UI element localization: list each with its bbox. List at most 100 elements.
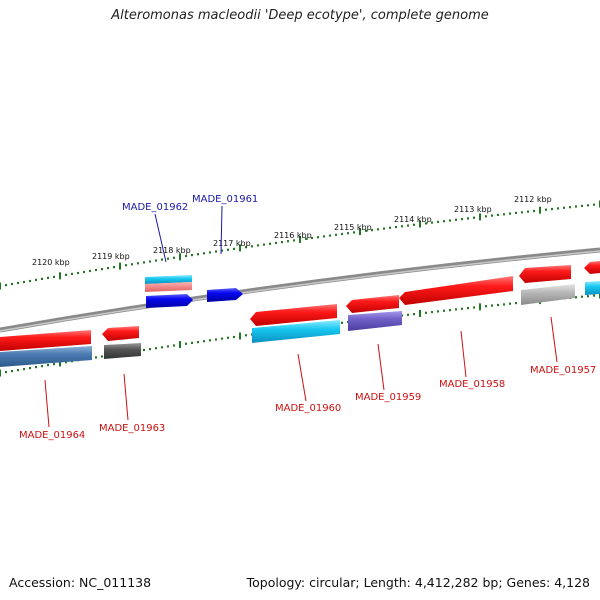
leader-made-01963 [123, 373, 129, 421]
minor-tick [149, 260, 151, 263]
minor-tick [413, 223, 415, 226]
minor-tick [515, 211, 517, 214]
minor-tick [143, 348, 145, 352]
minor-tick [503, 213, 505, 216]
gene-made-01960[interactable] [252, 320, 340, 343]
gene-edge-right-red[interactable] [584, 261, 600, 274]
minor-tick [263, 243, 265, 246]
minor-tick [23, 368, 25, 371]
minor-tick [443, 309, 445, 312]
label-made-01964[interactable]: MADE_01964 [19, 430, 85, 441]
gene-made-01958[interactable] [399, 276, 513, 305]
minor-tick [167, 345, 169, 348]
minor-tick [335, 233, 337, 236]
minor-tick [53, 275, 55, 278]
major-tick [419, 309, 421, 317]
minor-tick [173, 256, 175, 259]
minor-tick [551, 207, 553, 211]
minor-tick [197, 253, 199, 256]
minor-tick [455, 218, 457, 221]
gene-made-01964-red[interactable] [0, 330, 91, 351]
minor-tick [437, 220, 439, 223]
minor-tick [23, 280, 25, 284]
major-tick [419, 220, 421, 228]
label-made-01962[interactable]: MADE_01962 [122, 202, 188, 213]
leader-made-01959 [377, 343, 385, 391]
minor-tick [449, 219, 451, 222]
gene-made-01959[interactable] [348, 311, 402, 331]
minor-tick [383, 227, 385, 230]
minor-tick [17, 369, 19, 372]
minor-tick [581, 295, 583, 298]
label-made-01958[interactable]: MADE_01958 [439, 379, 505, 390]
minor-tick [125, 264, 127, 267]
minor-tick [545, 208, 547, 211]
minor-tick [113, 266, 115, 269]
minor-tick [371, 229, 373, 232]
minor-tick [443, 220, 445, 223]
gene-made-01961[interactable] [207, 288, 243, 302]
scale-label-2114: 2114 kbp [394, 215, 432, 224]
leader-made-01957 [550, 316, 558, 363]
minor-tick [389, 226, 391, 229]
leader-made-01958 [460, 330, 467, 378]
minor-tick [41, 277, 43, 280]
minor-tick [311, 236, 313, 240]
label-made-01960[interactable]: MADE_01960 [275, 403, 341, 414]
minor-tick [581, 204, 583, 207]
leader-made-01960 [297, 353, 307, 402]
minor-tick [185, 254, 187, 258]
minor-tick [473, 306, 475, 309]
minor-tick [245, 246, 247, 249]
major-tick [299, 236, 301, 243]
gene-made-01959-red[interactable] [346, 295, 399, 313]
gene-made-01957[interactable] [521, 284, 575, 305]
minor-tick [203, 340, 205, 343]
label-made-01957[interactable]: MADE_01957 [530, 365, 596, 376]
gene-made-01964[interactable] [0, 346, 92, 367]
major-tick [119, 262, 121, 270]
minor-tick [227, 336, 229, 339]
minor-tick [17, 281, 19, 285]
label-made-01959[interactable]: MADE_01959 [355, 392, 421, 403]
accession-label: Accession: NC_011138 [9, 575, 152, 590]
major-tick [59, 359, 61, 367]
major-tick [479, 213, 481, 221]
label-made-01961[interactable]: MADE_01961 [192, 194, 258, 205]
minor-tick [47, 276, 49, 279]
label-made-01963[interactable]: MADE_01963 [99, 423, 165, 434]
minor-tick [83, 270, 85, 274]
minor-tick [65, 273, 67, 276]
minor-tick [425, 311, 427, 314]
gene-made-01963[interactable] [104, 343, 141, 359]
minor-tick [461, 307, 463, 310]
minor-tick [341, 232, 343, 236]
gene-made-01960-red[interactable] [250, 304, 337, 326]
minor-tick [515, 302, 517, 305]
minor-tick [341, 321, 343, 324]
minor-tick [29, 367, 31, 370]
minor-tick [173, 344, 175, 347]
gene-made-01963-red[interactable] [102, 326, 139, 341]
minor-tick [593, 294, 595, 297]
minor-tick [353, 231, 355, 234]
minor-tick [575, 205, 577, 208]
scale-label-2115: 2115 kbp [334, 223, 372, 232]
minor-tick [155, 259, 157, 262]
minor-tick [287, 240, 289, 243]
gene-made-01957-upper[interactable] [519, 265, 571, 283]
minor-tick [365, 229, 367, 232]
gene-edge-right-cyan[interactable] [585, 281, 600, 295]
minor-tick [377, 228, 379, 231]
minor-tick [149, 348, 151, 351]
minor-tick [455, 308, 457, 311]
major-tick [479, 303, 481, 311]
outer-scale-ruler [0, 200, 600, 290]
gene-made-01962-cyan[interactable] [145, 275, 192, 292]
minor-tick [185, 342, 187, 345]
major-tick [179, 253, 181, 261]
gene-made-01962[interactable] [146, 294, 193, 308]
major-tick [359, 228, 361, 235]
scale-label-2118: 2118 kbp [153, 246, 191, 255]
